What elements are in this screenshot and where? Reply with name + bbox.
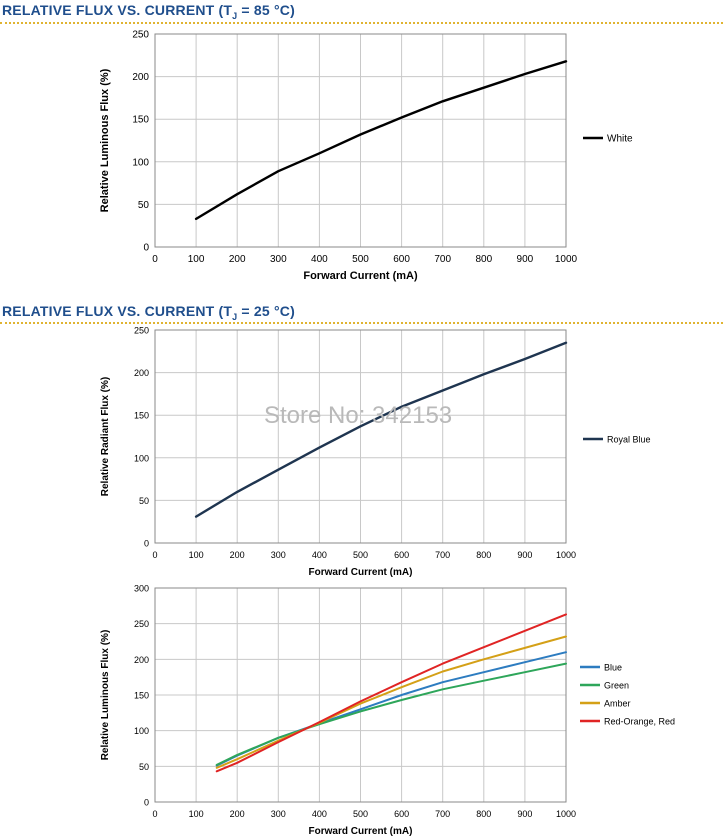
y-tick-label: 150 <box>132 115 149 126</box>
series-line-green <box>215 662 567 766</box>
y-tick-label: 200 <box>132 72 149 83</box>
x-tick-label: 700 <box>434 254 451 265</box>
x-tick-label: 500 <box>352 254 369 265</box>
y-tick-label: 100 <box>134 453 149 463</box>
legend-label: Amber <box>604 699 631 709</box>
section-title-prefix: RELATIVE FLUX VS. CURRENT (T <box>2 2 233 18</box>
section-title-subscript: J <box>232 311 238 322</box>
x-tick-label: 500 <box>353 550 368 560</box>
series-line-royal-blue <box>194 341 568 518</box>
series-line-red-orange-red <box>215 613 567 773</box>
x-tick-label: 900 <box>517 550 532 560</box>
x-tick-label: 800 <box>475 254 492 265</box>
x-tick-label: 200 <box>230 550 245 560</box>
plot-frame <box>154 33 567 248</box>
section-title-prefix: RELATIVE FLUX VS. CURRENT (T <box>2 303 233 319</box>
x-tick-label: 400 <box>312 550 327 560</box>
store-watermark: Store No: 342153 <box>264 402 453 429</box>
x-tick-label: 100 <box>189 809 204 819</box>
section-title-25c: RELATIVE FLUX VS. CURRENT (TJ = 25 °C) <box>2 303 295 322</box>
y-tick-label: 200 <box>134 368 149 378</box>
x-tick-label: 800 <box>476 809 491 819</box>
x-tick-label: 0 <box>152 254 158 265</box>
plot-frame <box>154 329 567 544</box>
x-tick-label: 1000 <box>556 550 576 560</box>
y-tick-label: 100 <box>132 157 149 168</box>
y-tick-label: 200 <box>134 655 149 665</box>
x-tick-label: 100 <box>189 550 204 560</box>
section-title-suffix: = 85 °C) <box>237 2 295 18</box>
y-tick-label: 100 <box>134 726 149 736</box>
y-tick-label: 250 <box>132 30 149 41</box>
x-tick-label: 900 <box>517 254 534 265</box>
legend-label: Green <box>604 681 629 691</box>
x-tick-label: 500 <box>353 809 368 819</box>
y-tick-label: 300 <box>134 584 149 594</box>
section-divider <box>0 22 723 24</box>
y-tick-label: 250 <box>134 619 149 629</box>
series-line-white <box>194 60 568 221</box>
x-tick-label: 300 <box>271 550 286 560</box>
y-axis-label: Relative Luminous Flux (%) <box>99 68 111 212</box>
x-tick-label: 200 <box>230 809 245 819</box>
x-tick-label: 700 <box>435 550 450 560</box>
y-tick-label: 50 <box>139 762 149 772</box>
legend-label: Red-Orange, Red <box>604 717 675 727</box>
y-axis-label: Relative Radiant Flux (%) <box>100 377 111 496</box>
legend-label: Royal Blue <box>607 435 651 445</box>
x-tick-label: 900 <box>517 809 532 819</box>
legend-label: Blue <box>604 663 622 673</box>
x-tick-label: 600 <box>394 550 409 560</box>
y-tick-label: 150 <box>134 411 149 421</box>
x-axis-label: Forward Current (mA) <box>309 567 413 578</box>
x-axis-label: Forward Current (mA) <box>309 826 413 836</box>
section-title-subscript: J <box>232 10 238 21</box>
section-divider <box>0 322 723 324</box>
x-tick-label: 300 <box>271 809 286 819</box>
x-tick-label: 1000 <box>555 254 578 265</box>
x-tick-label: 1000 <box>556 809 576 819</box>
y-tick-label: 0 <box>144 539 149 549</box>
x-tick-label: 400 <box>311 254 328 265</box>
y-tick-label: 50 <box>138 200 150 211</box>
plot-frame <box>154 587 567 803</box>
x-tick-label: 200 <box>229 254 246 265</box>
x-tick-label: 700 <box>435 809 450 819</box>
y-tick-label: 250 <box>134 326 149 336</box>
x-tick-label: 100 <box>188 254 205 265</box>
y-axis-label: Relative Luminous Flux (%) <box>100 630 111 761</box>
series-line-amber <box>215 635 567 769</box>
x-tick-label: 600 <box>393 254 410 265</box>
y-tick-label: 0 <box>143 243 149 254</box>
section-title-suffix: = 25 °C) <box>237 303 295 319</box>
chart-white-85c: 0 100 200 300 400 500 600 700 800 900 1000 0 50 100 15… <box>99 30 633 283</box>
y-tick-label: 150 <box>134 691 149 701</box>
x-tick-label: 300 <box>270 254 287 265</box>
x-tick-label: 800 <box>476 550 491 560</box>
y-tick-label: 50 <box>139 496 149 506</box>
legend-label: White <box>607 134 633 145</box>
x-tick-label: 600 <box>394 809 409 819</box>
x-tick-label: 0 <box>152 550 157 560</box>
section-title-85c: RELATIVE FLUX VS. CURRENT (TJ = 85 °C) <box>2 2 295 21</box>
y-tick-label: 0 <box>144 798 149 808</box>
x-axis-label: Forward Current (mA) <box>303 270 418 282</box>
series-line-blue <box>215 651 567 767</box>
x-tick-label: 0 <box>152 809 157 819</box>
x-tick-label: 400 <box>312 809 327 819</box>
